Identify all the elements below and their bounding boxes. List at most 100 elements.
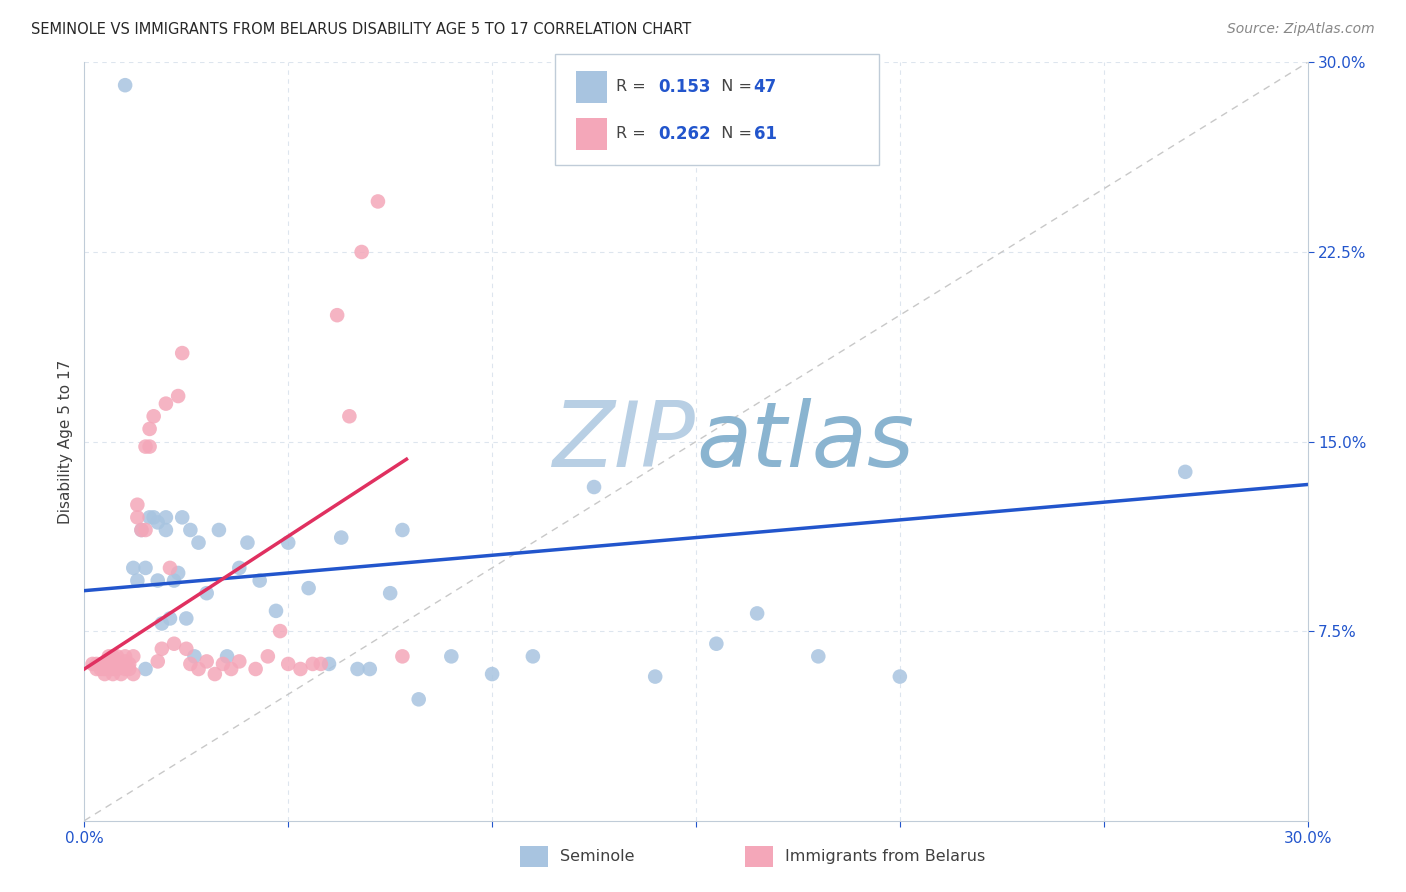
Text: Source: ZipAtlas.com: Source: ZipAtlas.com (1227, 22, 1375, 37)
Point (155, 396, 177, 410)
Point (807, 649, 830, 664)
Point (105, 657, 128, 671)
Point (86, 662, 108, 676)
Point (90, 662, 112, 676)
Text: SEMINOLE VS IMMIGRANTS FROM BELARUS DISABILITY AGE 5 TO 17 CORRELATION CHART: SEMINOLE VS IMMIGRANTS FROM BELARUS DISA… (31, 22, 692, 37)
Point (146, 516, 169, 530)
Point (367, 194, 389, 209)
Point (339, 409, 361, 424)
Point (481, 667, 503, 681)
Point (391, 649, 413, 664)
Point (93, 662, 115, 676)
Point (155, 523, 177, 537)
Text: atlas: atlas (696, 398, 914, 485)
Point (644, 669, 666, 683)
Point (163, 574, 186, 588)
Point (298, 581, 321, 595)
Point (217, 649, 239, 664)
Point (97, 649, 120, 664)
Point (183, 649, 205, 664)
Point (172, 346, 194, 360)
Point (359, 662, 381, 676)
Point (146, 574, 169, 588)
Point (179, 523, 201, 537)
Point (131, 523, 153, 537)
Point (195, 655, 218, 669)
Point (131, 523, 153, 537)
Text: Seminole: Seminole (560, 849, 634, 863)
Point (101, 649, 124, 664)
Point (150, 616, 173, 631)
Point (150, 641, 173, 656)
Text: R =: R = (616, 79, 651, 95)
Point (110, 657, 132, 671)
Point (159, 561, 181, 575)
Point (138, 510, 160, 524)
Point (135, 662, 157, 676)
Point (135, 440, 157, 454)
Point (146, 655, 169, 669)
Point (245, 662, 267, 676)
Point (269, 624, 291, 639)
Text: 61: 61 (754, 125, 776, 143)
Point (440, 649, 463, 664)
Point (346, 662, 368, 676)
Point (179, 657, 201, 671)
Point (135, 561, 157, 575)
Point (326, 308, 349, 322)
Point (380, 586, 402, 600)
Point (309, 657, 332, 671)
Point (142, 510, 165, 524)
Point (114, 649, 136, 664)
Point (114, 655, 136, 669)
Point (212, 657, 235, 671)
Point (97, 662, 120, 676)
Text: N =: N = (711, 127, 758, 142)
Point (110, 667, 132, 681)
Point (204, 667, 226, 681)
Point (114, 78, 136, 93)
Point (82, 657, 104, 671)
Point (122, 649, 145, 664)
Point (350, 244, 373, 259)
Text: Immigrants from Belarus: Immigrants from Belarus (785, 849, 984, 863)
Point (93, 657, 115, 671)
Point (105, 662, 128, 676)
Point (101, 655, 124, 669)
Point (318, 657, 340, 671)
Point (195, 586, 218, 600)
Point (1174, 465, 1197, 479)
Point (257, 649, 280, 664)
Point (290, 662, 312, 676)
Point (122, 667, 145, 681)
Point (127, 498, 149, 512)
Point (219, 662, 242, 676)
Point (301, 657, 323, 671)
Point (172, 510, 194, 524)
Point (747, 607, 769, 621)
Text: ZIP: ZIP (553, 398, 696, 485)
Point (105, 649, 128, 664)
Text: 47: 47 (754, 78, 778, 95)
Point (277, 535, 299, 549)
Y-axis label: Disability Age 5 to 17: Disability Age 5 to 17 (58, 359, 73, 524)
Point (228, 561, 250, 575)
Text: R =: R = (616, 127, 651, 142)
Point (249, 574, 271, 588)
Point (127, 574, 149, 588)
Point (101, 662, 124, 676)
Point (118, 662, 141, 676)
Point (174, 611, 197, 625)
Point (127, 510, 149, 524)
Point (522, 649, 544, 664)
Point (97, 657, 120, 671)
Point (114, 662, 136, 676)
Point (277, 657, 299, 671)
Point (208, 523, 231, 537)
Point (101, 667, 124, 681)
Point (264, 604, 287, 618)
Point (889, 669, 911, 683)
Point (138, 422, 160, 436)
Point (122, 561, 145, 575)
Point (93, 667, 115, 681)
